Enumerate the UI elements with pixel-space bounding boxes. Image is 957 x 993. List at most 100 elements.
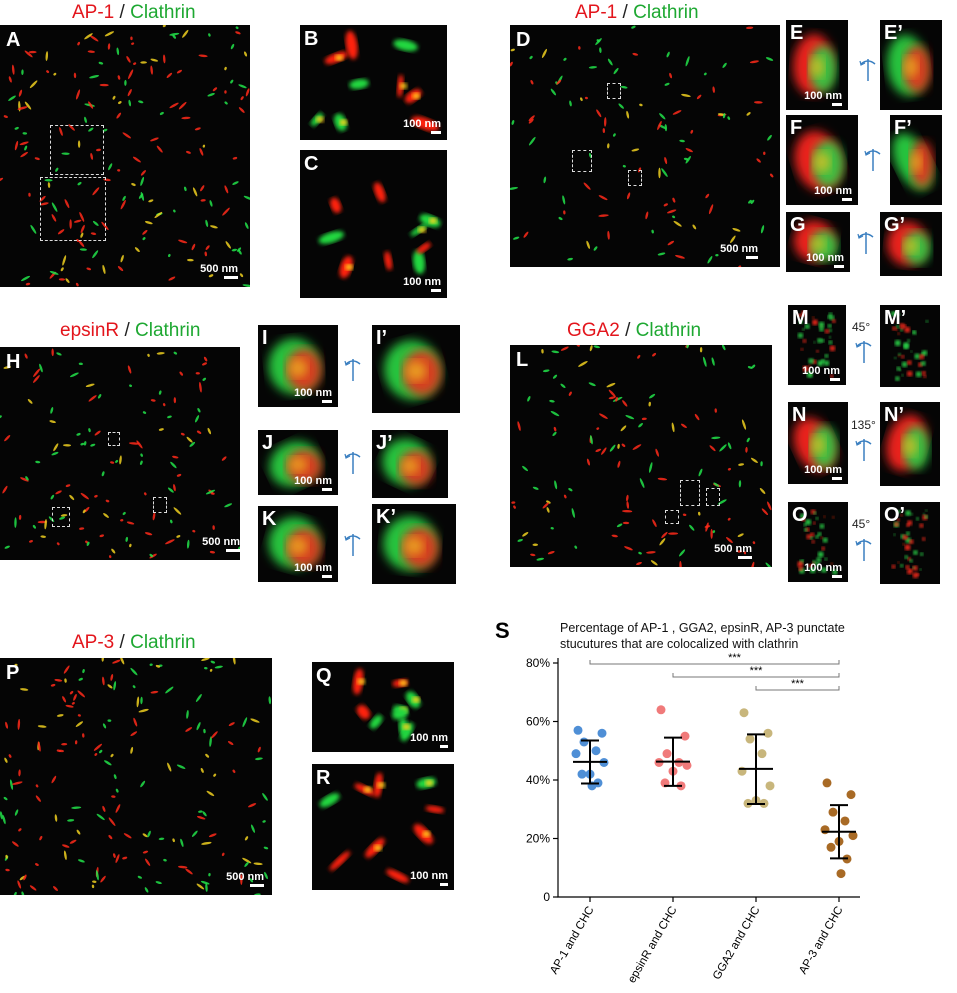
scale-bar-a: 500 nm bbox=[200, 263, 238, 279]
inset-box-g bbox=[628, 170, 642, 186]
panel-d-title-sep: / bbox=[622, 2, 628, 23]
rotation-arrow-icon bbox=[344, 359, 361, 381]
scale-bar-r: 100 nm bbox=[410, 870, 448, 886]
scale-bar-e-text: 100 nm bbox=[804, 90, 842, 102]
scale-bar-j-text: 100 nm bbox=[294, 475, 332, 487]
significance-label: *** bbox=[791, 678, 805, 690]
panel-label-f-prime: F’ bbox=[894, 117, 912, 139]
scale-bar-p-text: 500 nm bbox=[226, 871, 264, 883]
scale-bar-d: 500 nm bbox=[720, 243, 758, 259]
data-point bbox=[840, 816, 850, 826]
inset-m-prime: M’ bbox=[880, 305, 940, 387]
panel-label-m-prime: M’ bbox=[884, 307, 907, 329]
panel-label-e-prime: E’ bbox=[884, 22, 903, 44]
panel-label-j: J bbox=[262, 432, 274, 454]
scale-bar-f: 100 nm bbox=[814, 185, 852, 201]
rotation-arrow-icon bbox=[857, 232, 874, 254]
y-tick-label: 20% bbox=[526, 832, 550, 846]
panel-d-title: AP-1 / Clathrin bbox=[575, 2, 699, 24]
data-point bbox=[828, 807, 838, 817]
scale-bar-c: 100 nm bbox=[403, 276, 441, 292]
scale-bar-h: 500 nm bbox=[202, 536, 240, 552]
scale-bar-e: 100 nm bbox=[804, 90, 842, 106]
inset-box-b bbox=[50, 125, 104, 175]
rotation-angle-o: 45° bbox=[852, 517, 871, 531]
panel-label-g-prime: G’ bbox=[884, 214, 906, 236]
inset-q: Q 100 nm bbox=[312, 662, 454, 752]
scale-bar-k: 100 nm bbox=[294, 562, 332, 578]
inset-box-o bbox=[665, 510, 679, 524]
panel-label-o: O bbox=[792, 504, 808, 526]
inset-b: B 100 nm bbox=[300, 25, 447, 140]
panel-label-i: I bbox=[262, 327, 268, 349]
panel-label-g: G bbox=[790, 214, 806, 236]
panel-label-f: F bbox=[790, 117, 803, 139]
panel-h-title-green: Clathrin bbox=[135, 320, 201, 341]
panel-label-s: S bbox=[495, 618, 510, 643]
scale-bar-o-text: 100 nm bbox=[804, 562, 842, 574]
panel-label-j-prime: J’ bbox=[376, 432, 393, 454]
data-point bbox=[662, 749, 672, 759]
panel-h-title: epsinR / Clathrin bbox=[60, 320, 200, 342]
scale-bar-c-text: 100 nm bbox=[403, 276, 441, 288]
panel-label-h: H bbox=[6, 351, 21, 373]
inset-m: M 100 nm bbox=[788, 305, 846, 385]
rotation-arrow-icon bbox=[855, 341, 872, 363]
rotation-angle-n: 135° bbox=[851, 418, 876, 432]
data-point bbox=[822, 778, 832, 788]
rotation-arrow-icon bbox=[855, 439, 872, 461]
scale-bar-l-text: 500 nm bbox=[714, 543, 752, 555]
inset-box-m bbox=[680, 480, 700, 506]
micrograph-p: P 500 nm bbox=[0, 658, 272, 895]
data-point bbox=[682, 760, 692, 770]
inset-i: I 100 nm bbox=[258, 325, 338, 407]
scale-bar-g-text: 100 nm bbox=[806, 252, 844, 264]
scale-bar-n: 100 nm bbox=[804, 464, 842, 480]
inset-box-e bbox=[607, 83, 621, 99]
inset-k: K 100 nm bbox=[258, 506, 338, 582]
panel-h-title-sep: / bbox=[124, 320, 130, 341]
panel-label-c: C bbox=[304, 153, 319, 175]
rotation-arrow-icon bbox=[344, 452, 361, 474]
panel-label-q: Q bbox=[316, 665, 332, 687]
inset-box-c bbox=[40, 177, 106, 241]
inset-o: O 100 nm bbox=[788, 502, 848, 582]
inset-box-j bbox=[52, 507, 70, 527]
rotation-arrow-icon bbox=[344, 534, 361, 556]
panel-a-title-green: Clathrin bbox=[130, 2, 196, 23]
panel-label-e: E bbox=[790, 22, 804, 44]
scale-bar-p: 500 nm bbox=[226, 871, 264, 887]
panel-l-title: GGA2 / Clathrin bbox=[567, 320, 701, 342]
rotation-angle-m: 45° bbox=[852, 320, 871, 334]
panel-a-title-red: AP-1 bbox=[72, 2, 115, 23]
y-tick-label: 0 bbox=[543, 890, 550, 904]
data-point bbox=[848, 831, 858, 841]
inset-g: G 100 nm bbox=[786, 212, 850, 272]
scale-bar-q-text: 100 nm bbox=[410, 732, 448, 744]
data-point bbox=[739, 708, 749, 718]
rotation-arrow-icon bbox=[864, 149, 881, 171]
scale-bar-f-text: 100 nm bbox=[814, 185, 852, 197]
data-point bbox=[763, 728, 773, 738]
panel-p-title-green: Clathrin bbox=[130, 632, 196, 653]
panel-label-i-prime: I’ bbox=[376, 327, 388, 349]
data-point bbox=[656, 705, 666, 715]
panel-l-title-green: Clathrin bbox=[635, 320, 702, 341]
panel-p-title: AP-3 / Clathrin bbox=[72, 632, 196, 654]
chart-title: Percentage of AP-1 , GGA2, epsinR, AP-3 … bbox=[560, 621, 845, 651]
panel-a-title-sep: / bbox=[119, 2, 125, 23]
inset-r: R 100 nm bbox=[312, 764, 454, 890]
panel-d-title-red: AP-1 bbox=[575, 2, 618, 23]
scale-bar-h-text: 500 nm bbox=[202, 536, 240, 548]
data-point bbox=[846, 790, 856, 800]
scale-bar-q: 100 nm bbox=[410, 732, 448, 748]
data-point bbox=[765, 781, 775, 791]
panel-p-title-red: AP-3 bbox=[72, 632, 115, 653]
scale-bar-m-text: 100 nm bbox=[802, 365, 840, 377]
panel-label-p: P bbox=[6, 662, 20, 684]
panel-label-r: R bbox=[316, 767, 331, 789]
inset-c: C 100 nm bbox=[300, 150, 447, 298]
inset-i-prime: I’ bbox=[372, 325, 460, 413]
panel-p-title-sep: / bbox=[119, 632, 125, 653]
y-tick-label: 40% bbox=[526, 773, 550, 787]
